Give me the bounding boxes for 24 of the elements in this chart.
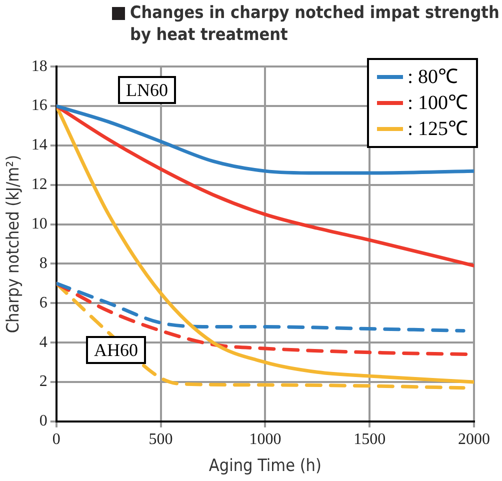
legend-label: : 80℃ <box>407 65 458 90</box>
y-tick-label: 0 <box>39 412 48 430</box>
y-tick-label: 10 <box>31 215 48 232</box>
legend-label: : 100℃ <box>407 91 468 116</box>
y-tick-label: 6 <box>39 294 48 312</box>
y-tick-label: 16 <box>31 97 48 114</box>
chart-title: Changes in charpy notched impat strength by heat treatment <box>130 2 500 46</box>
x-tick-label: 2000 <box>458 431 490 448</box>
y-tick-label: 14 <box>31 136 48 154</box>
y-tick-label: 8 <box>39 254 48 272</box>
y-axis-title: Charpy notched (kJ/m²) <box>4 154 24 334</box>
line-series <box>56 282 466 332</box>
x-tick-label: 1500 <box>354 431 386 448</box>
y-tick-label: 18 <box>31 58 48 75</box>
x-tick-label: 1000 <box>249 431 282 448</box>
x-tick-label: 500 <box>148 431 173 448</box>
annotation: AH60 <box>86 336 146 364</box>
x-tick-label: 0 <box>52 431 60 448</box>
y-tick-label: 2 <box>39 373 48 390</box>
annotation: LN60 <box>118 76 176 104</box>
y-tick-label: 12 <box>31 176 48 194</box>
legend-label: : 125℃ <box>407 117 468 142</box>
x-axis-title: Aging Time (h) <box>208 456 322 476</box>
y-tick-label: 4 <box>39 334 48 351</box>
